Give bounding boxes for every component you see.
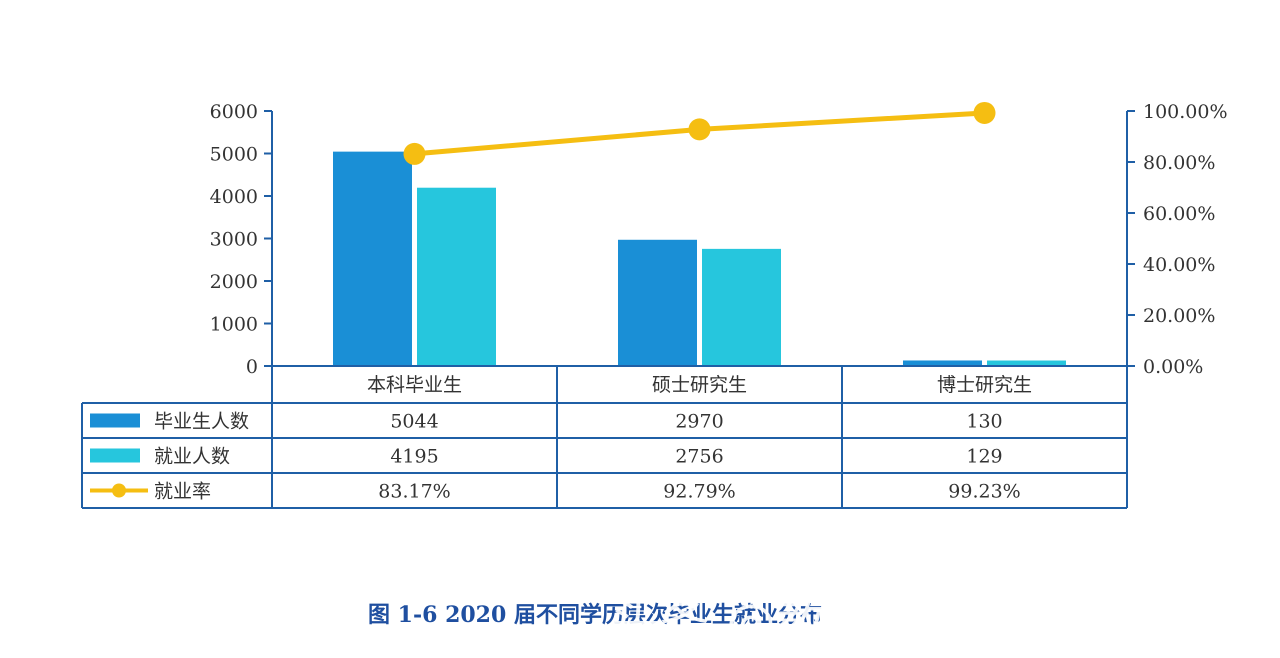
- category-label-1: 硕士研究生: [652, 374, 747, 396]
- left-tick-label: 5000: [210, 144, 258, 166]
- rate-point-1: [688, 118, 711, 141]
- bar-series: [333, 151, 1066, 366]
- figure-caption: 图 1-6 2020 届不同学历层次毕业生就业分布: [368, 602, 822, 628]
- legend-marker: [112, 483, 126, 498]
- left-y-axis: 0 1000 2000 3000 4000 5000 6000: [210, 101, 273, 378]
- table-cell-2-2: 99.23%: [948, 481, 1020, 503]
- right-tick-label: 40.00%: [1143, 254, 1215, 276]
- left-tick-label: 1000: [210, 314, 258, 336]
- category-label-0: 本科毕业生: [367, 374, 462, 396]
- legend-swatch-1: [90, 448, 140, 463]
- category-label-2: 博士研究生: [937, 374, 1032, 396]
- table-cell-0-0: 5044: [390, 411, 438, 433]
- right-tick-label: 80.00%: [1143, 152, 1215, 174]
- right-y-axis: 0.00% 20.00% 40.00% 60.00% 80.00% 100.00%: [1126, 101, 1228, 378]
- legend-swatch-0: [90, 413, 140, 428]
- right-tick-label: 60.00%: [1143, 203, 1215, 225]
- legend-label-2: 就业率: [154, 481, 211, 503]
- table-cell-2-0: 83.17%: [378, 481, 450, 503]
- bar-0-1: [618, 239, 697, 366]
- legend-label-0: 毕业生人数: [154, 411, 249, 433]
- right-tick-label: 0.00%: [1143, 356, 1203, 378]
- legend-label-1: 就业人数: [154, 446, 230, 468]
- table-cell-1-2: 129: [966, 446, 1002, 468]
- rate-line-series: [403, 101, 996, 165]
- bar-0-2: [903, 360, 982, 366]
- table-cell-1-0: 4195: [390, 446, 438, 468]
- bar-1-2: [987, 360, 1066, 366]
- table-cell-0-2: 130: [966, 411, 1002, 433]
- table-cell-1-1: 2756: [675, 446, 723, 468]
- right-tick-label: 100.00%: [1143, 101, 1228, 123]
- rate-point-2: [973, 101, 996, 124]
- left-tick-label: 6000: [210, 101, 258, 123]
- watermark-text: 头条 @教育 学人 曾老师: [610, 594, 1158, 652]
- right-tick-label: 20.00%: [1143, 305, 1215, 327]
- left-tick-label: 3000: [210, 229, 258, 251]
- left-tick-label: 4000: [210, 186, 258, 208]
- table-cell-0-1: 2970: [675, 411, 723, 433]
- table-cell-2-1: 92.79%: [663, 481, 735, 503]
- bar-1-0: [417, 187, 496, 366]
- rate-point-0: [403, 142, 426, 165]
- bar-0-0: [333, 151, 412, 366]
- left-tick-label: 0: [246, 356, 258, 378]
- bar-1-1: [702, 248, 781, 366]
- left-tick-label: 2000: [210, 271, 258, 293]
